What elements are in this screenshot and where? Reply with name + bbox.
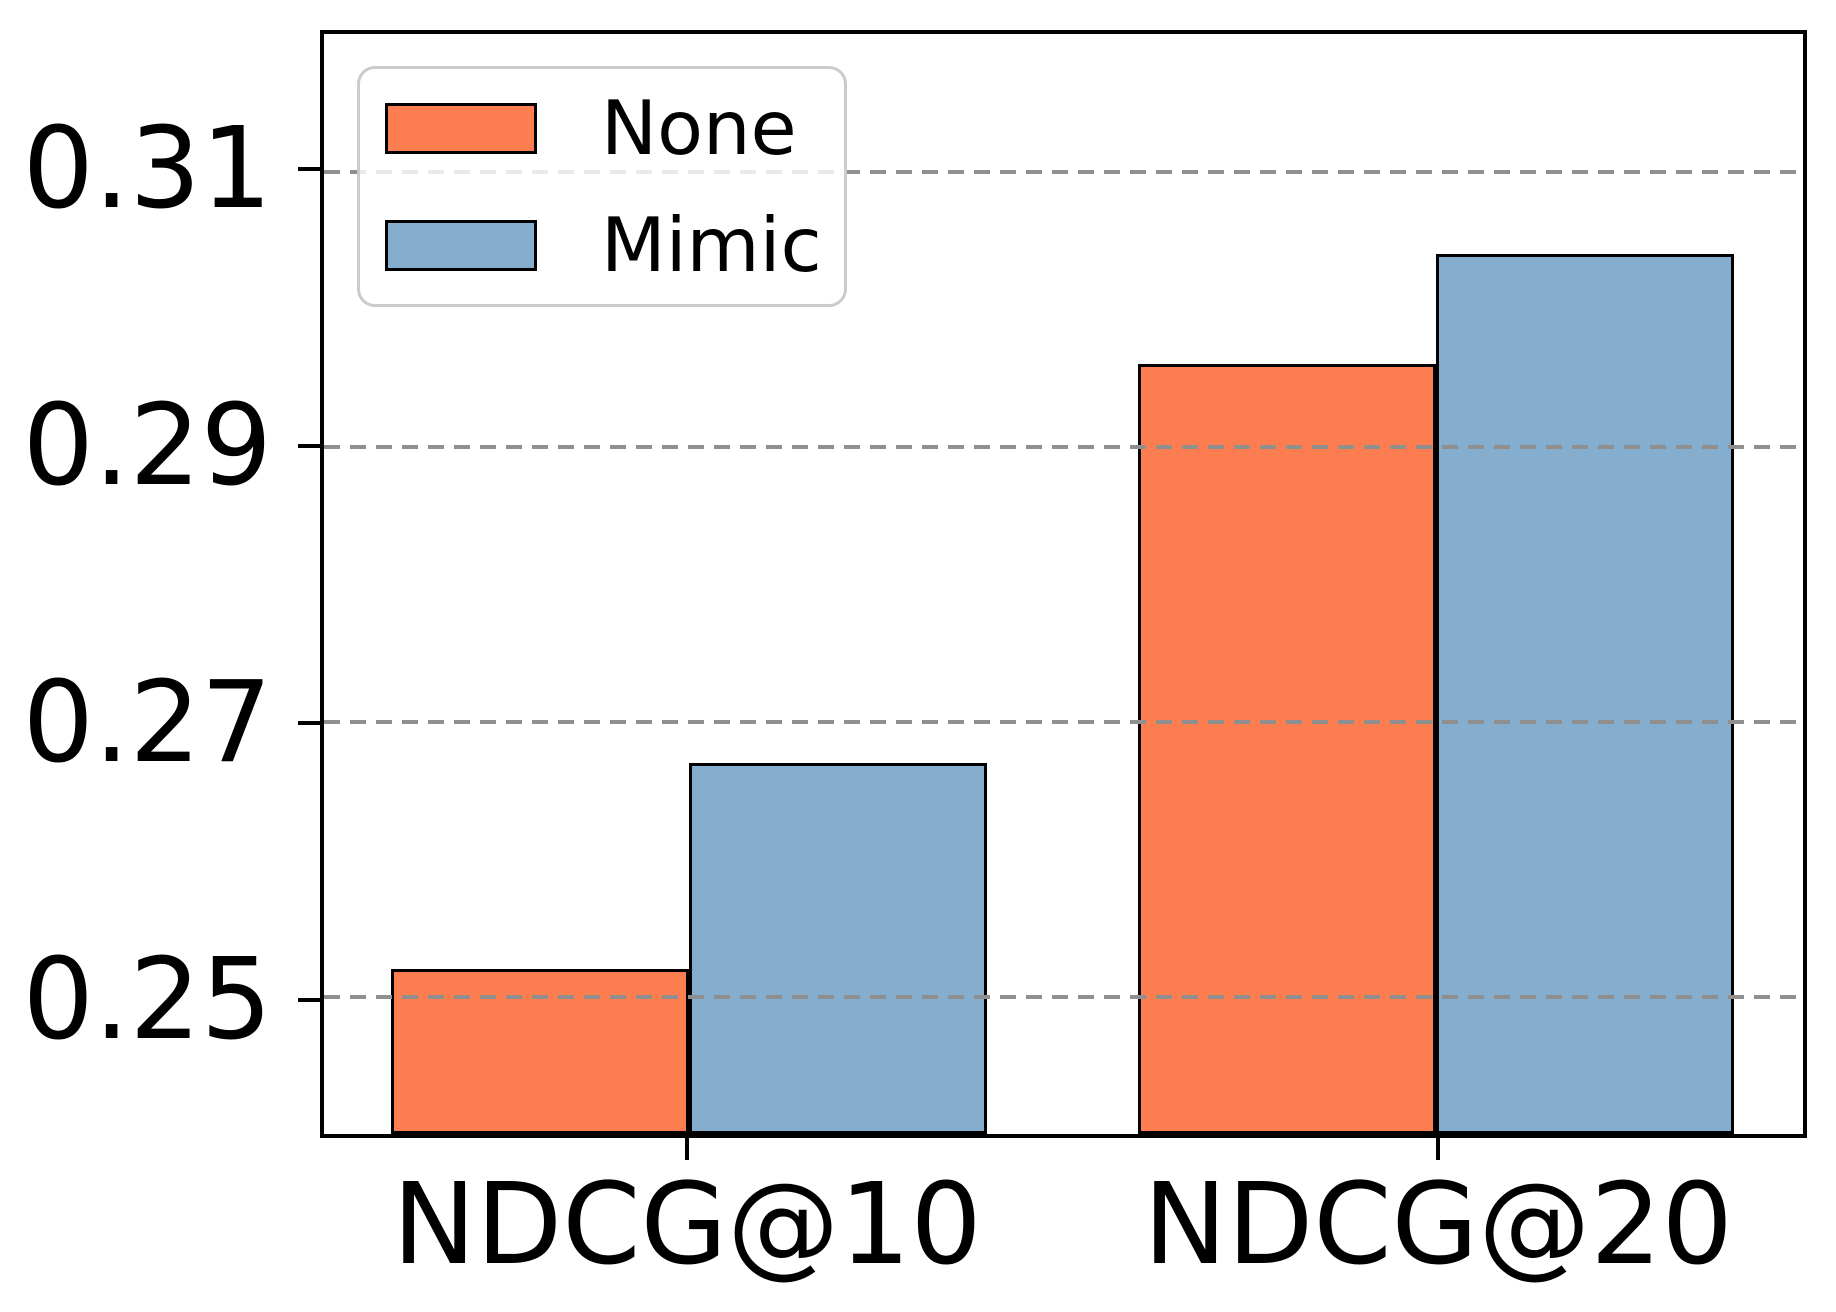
legend-label-mimic: Mimic: [601, 200, 822, 289]
gridline-0.27: [324, 719, 1803, 724]
gridline-0.25: [324, 994, 1803, 999]
y-tick-mark-0.25: [298, 997, 320, 1002]
y-tick-label-0.29: 0.29: [22, 380, 272, 511]
x-tick-mark-ndcg10: [684, 1138, 689, 1160]
x-tick-mark-ndcg20: [1436, 1138, 1441, 1160]
plot-area: None Mimic: [320, 30, 1807, 1138]
x-tick-label-ndcg20: NDCG@20: [1143, 1160, 1733, 1290]
y-tick-label-0.27: 0.27: [22, 657, 272, 788]
y-tick-mark-0.29: [298, 443, 320, 448]
y-tick-mark-0.31: [298, 166, 320, 171]
x-tick-label-ndcg10: NDCG@10: [392, 1160, 982, 1290]
y-tick-label-0.31: 0.31: [22, 103, 272, 234]
bar-none-ndcg20: [1137, 364, 1437, 1134]
legend-label-none: None: [601, 83, 797, 172]
legend-swatch-none-icon: [385, 102, 537, 154]
legend: None Mimic: [357, 66, 847, 307]
bar-mimic-ndcg10: [689, 762, 988, 1134]
gridline-0.31: [324, 169, 1803, 174]
y-tick-label-0.25: 0.25: [22, 934, 272, 1065]
legend-row-mimic: Mimic: [385, 198, 844, 293]
y-tick-mark-0.27: [298, 720, 320, 725]
gridline-0.29: [324, 444, 1803, 449]
bar-mimic-ndcg20: [1436, 254, 1735, 1134]
legend-row-none: None: [385, 81, 844, 176]
legend-swatch-mimic-icon: [385, 219, 537, 271]
